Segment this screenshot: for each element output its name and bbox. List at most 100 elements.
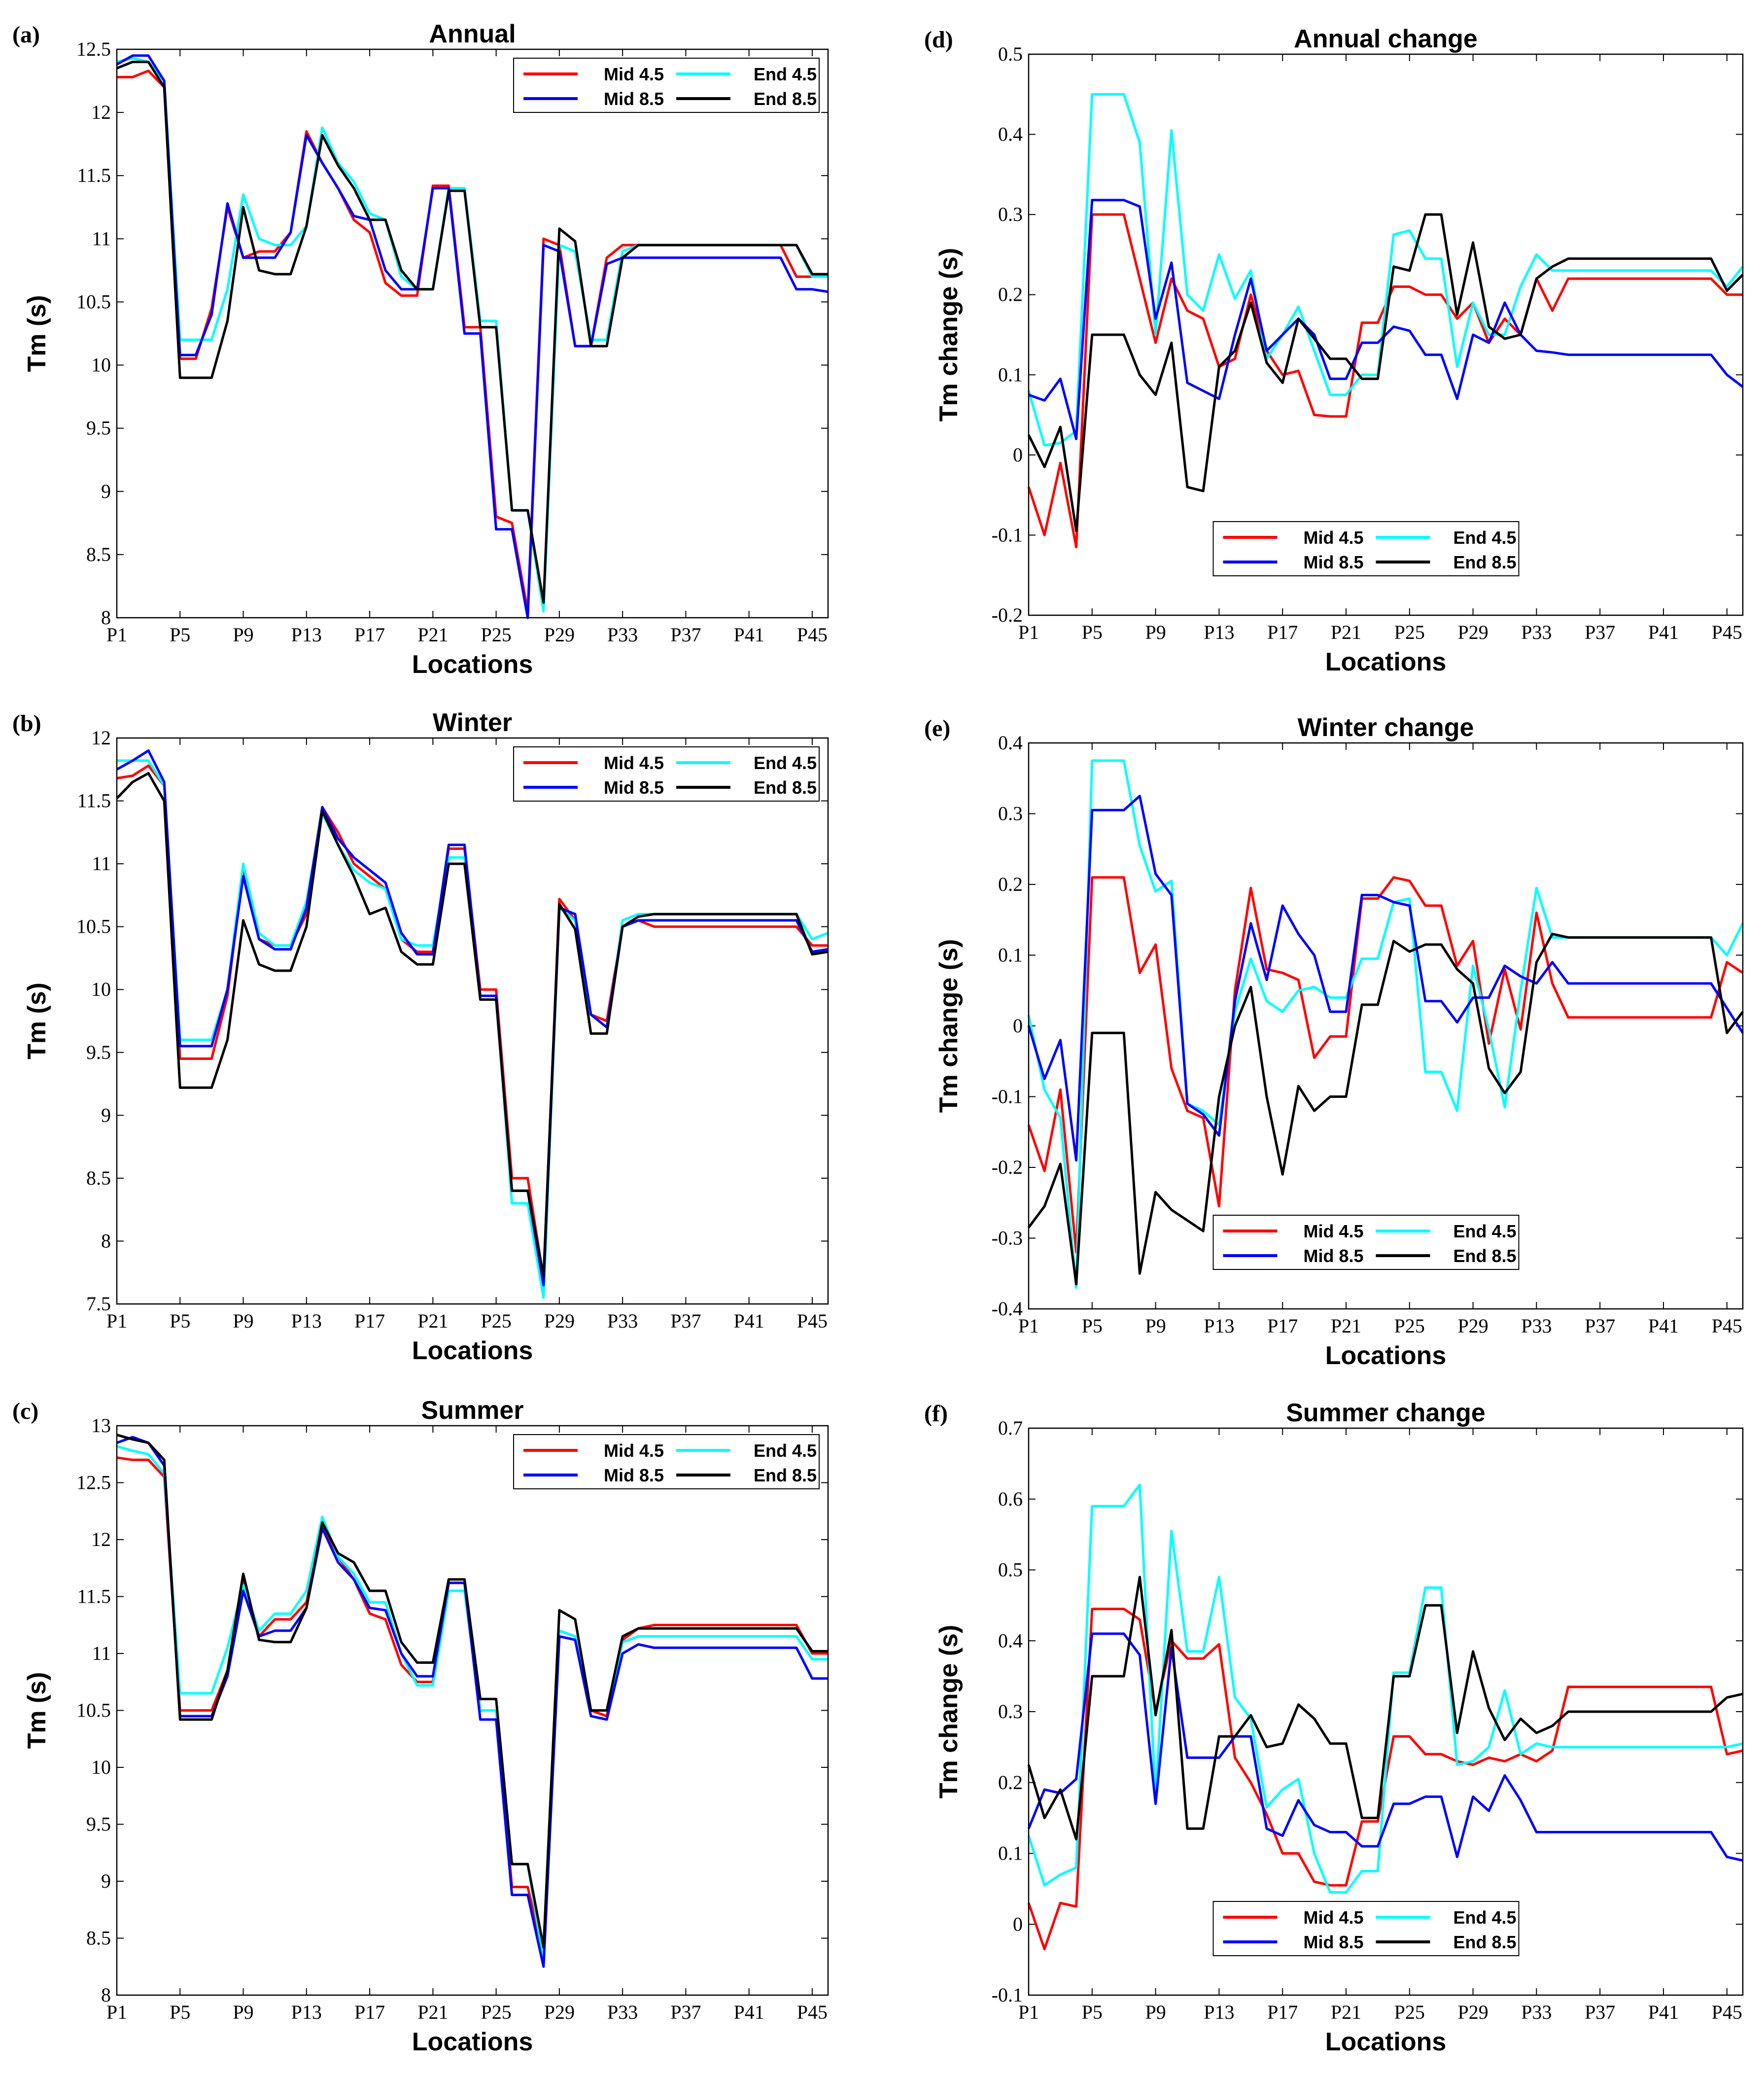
legend: Mid 4.5 End 4.5 Mid 8.5 End 8.5 (513, 746, 820, 802)
x-tick-label: P13 (1204, 2001, 1234, 2023)
x-tick-label: P33 (607, 624, 638, 646)
x-tick-label: P41 (734, 624, 764, 646)
x-tick-label: P17 (354, 2001, 385, 2023)
x-tick-label: P41 (734, 1310, 764, 1332)
y-tick-label: 8 (101, 1230, 111, 1252)
x-tick-label: P29 (1457, 2001, 1488, 2023)
x-tick-label: P37 (670, 624, 701, 646)
legend-label: End 4.5 (1453, 1907, 1516, 1928)
y-tick-label: 0.4 (998, 1629, 1023, 1652)
y-tick-label: -0.4 (992, 1298, 1023, 1320)
legend-label: Mid 4.5 (1303, 527, 1363, 548)
y-tick-label: 12.5 (76, 38, 111, 60)
y-tick-label: 0.1 (998, 1842, 1023, 1864)
y-tick-label: 9 (101, 1870, 111, 1892)
y-tick-label: 0.5 (998, 43, 1023, 65)
legend-label: Mid 8.5 (1303, 1246, 1363, 1266)
x-tick-label: P25 (481, 2001, 511, 2023)
series-line-end-8-5 (116, 1434, 828, 1949)
x-axis-label: Locations (1325, 2028, 1447, 2056)
y-tick-label: -0.1 (992, 1984, 1023, 2006)
legend-label: Mid 8.5 (1303, 552, 1363, 572)
x-tick-label: P13 (291, 1310, 322, 1332)
legend-label: End 8.5 (1453, 1246, 1516, 1266)
y-axis-label: Tm change (s) (934, 1625, 963, 1799)
x-tick-label: P17 (1267, 1315, 1298, 1337)
y-tick-label: 0 (1013, 444, 1023, 466)
legend-label: Mid 8.5 (604, 89, 664, 109)
y-tick-label: 12 (91, 1528, 111, 1550)
x-tick-label: P21 (417, 1310, 448, 1332)
plot-frame (1028, 53, 1744, 616)
x-tick-label: P9 (1145, 2001, 1166, 2023)
x-tick-label: P29 (544, 2001, 575, 2023)
plot-frame (1028, 1427, 1744, 1996)
series-line-end-4-5 (1027, 93, 1744, 447)
x-tick-label: P37 (1585, 1315, 1615, 1337)
y-tick-label: 0.7 (998, 1417, 1023, 1439)
x-tick-label: P5 (170, 624, 190, 646)
y-tick-label: 0.5 (998, 1559, 1023, 1581)
y-tick-label: 8.5 (86, 1927, 111, 1949)
panel-letter: (f) (924, 1401, 948, 1427)
x-tick-label: P25 (1394, 621, 1425, 643)
panel-letter: (c) (12, 1398, 38, 1424)
y-tick-label: 8.5 (86, 543, 111, 565)
series-line-end-8-5 (1027, 1576, 1743, 1841)
y-tick-label: 11 (92, 852, 111, 875)
y-tick-label: 11.5 (77, 164, 111, 186)
legend-label: End 8.5 (1453, 552, 1516, 572)
series-line-mid-8-5 (1027, 1632, 1743, 1862)
y-tick-label: 8 (101, 1984, 111, 2006)
x-tick-label: P45 (797, 624, 828, 646)
x-tick-label: P45 (1712, 621, 1742, 643)
x-tick-label: P1 (1018, 1315, 1039, 1337)
y-tick-label: 7.5 (86, 1293, 111, 1315)
x-tick-label: P5 (1082, 2001, 1103, 2023)
panel-letter: (a) (12, 22, 40, 48)
y-tick-label: 8 (101, 606, 111, 629)
series-line-end-8-5 (1027, 213, 1744, 532)
x-tick-label: P37 (1585, 621, 1615, 643)
y-tick-label: -0.3 (992, 1227, 1023, 1249)
y-tick-label: -0.1 (992, 1086, 1023, 1108)
x-tick-label: P25 (481, 1310, 511, 1332)
x-tick-label: P45 (1712, 1315, 1742, 1337)
series-line-mid-8-5 (116, 749, 829, 1287)
x-tick-label: P5 (170, 1310, 190, 1332)
legend-label: Mid 8.5 (604, 1465, 664, 1485)
x-tick-label: P9 (233, 2001, 253, 2023)
x-tick-label: P21 (1331, 1315, 1361, 1337)
x-tick-label: P17 (1267, 621, 1298, 643)
plot-area (117, 738, 828, 1304)
panel-letter: (d) (924, 27, 953, 53)
x-tick-label: P1 (106, 2001, 127, 2023)
series-line-end-8-5 (116, 61, 828, 604)
y-tick-label: 10 (91, 978, 111, 1000)
x-tick-label: P33 (607, 1310, 638, 1332)
x-tick-label: P45 (797, 1310, 828, 1332)
y-tick-label: 0.3 (998, 203, 1023, 225)
legend-box (513, 1434, 820, 1489)
x-tick-label: P25 (1394, 1315, 1425, 1337)
x-tick-label: P5 (170, 2001, 190, 2023)
y-axis-label: Tm (s) (23, 295, 51, 372)
x-tick-label: P5 (1082, 1315, 1103, 1337)
y-tick-label: 0 (1013, 1913, 1023, 1935)
legend: Mid 4.5 End 4.5 Mid 8.5 End 8.5 (513, 58, 820, 113)
x-tick-label: P13 (291, 2001, 322, 2023)
legend-label: Mid 4.5 (1303, 1907, 1363, 1928)
legend-label: Mid 4.5 (604, 753, 664, 773)
legend-label: Mid 4.5 (604, 1441, 664, 1461)
chart-title: Annual (429, 20, 516, 48)
legend-label: Mid 4.5 (604, 64, 664, 84)
plot-frame (116, 737, 829, 1305)
x-tick-label: P41 (734, 2001, 764, 2023)
y-axis-label: Tm (s) (23, 983, 51, 1059)
x-tick-label: P9 (1145, 1315, 1166, 1337)
plot-area (117, 1426, 828, 1995)
legend-label: Mid 8.5 (604, 777, 664, 798)
x-tick-label: P41 (1648, 621, 1679, 643)
x-tick-label: P33 (1521, 2001, 1552, 2023)
y-tick-label: 0.4 (998, 123, 1023, 145)
